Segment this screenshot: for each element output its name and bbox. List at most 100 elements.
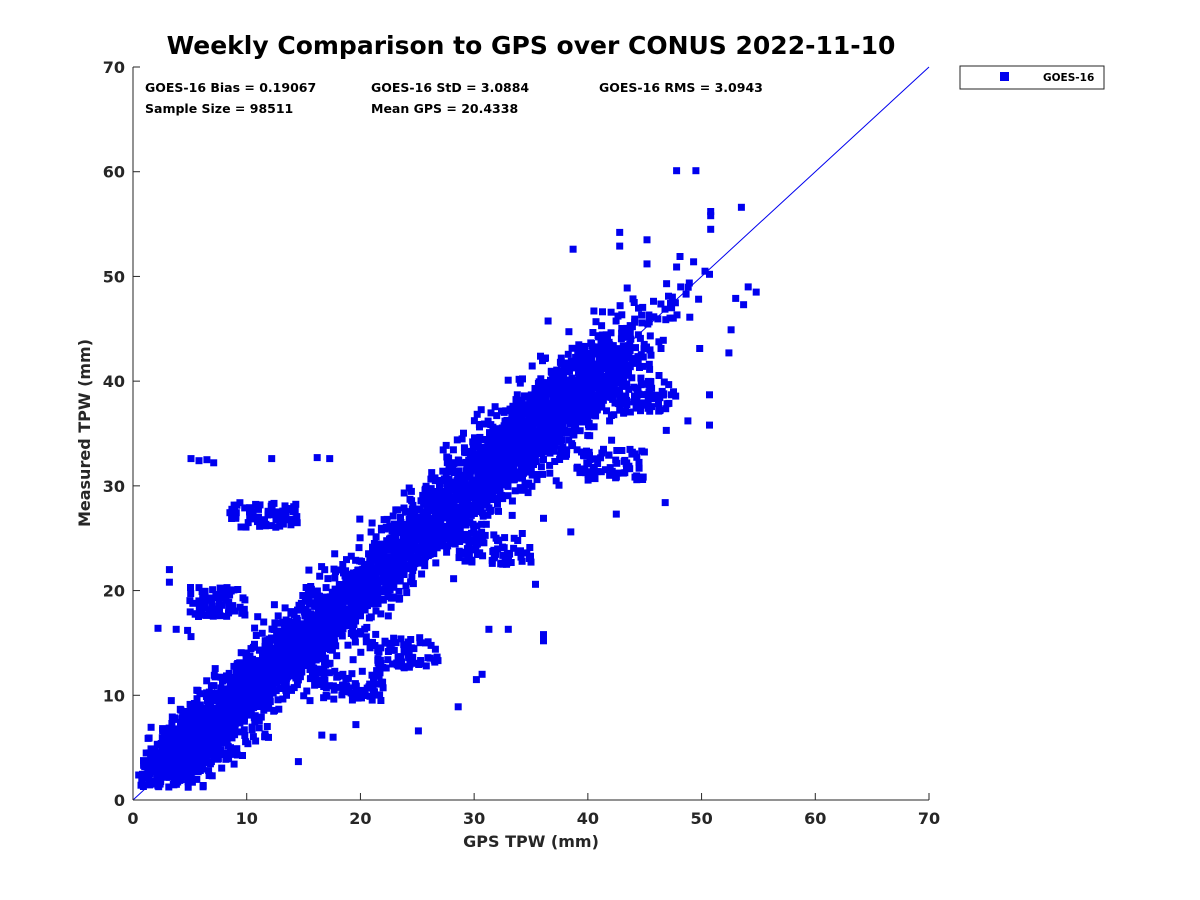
data-point <box>630 299 638 306</box>
data-point <box>480 420 488 428</box>
data-point <box>189 715 197 723</box>
data-point <box>607 308 615 316</box>
data-point <box>565 328 573 336</box>
data-point <box>397 653 405 661</box>
data-point <box>195 603 203 611</box>
data-point <box>458 435 466 443</box>
data-point <box>276 685 284 692</box>
data-point <box>382 582 390 589</box>
data-point <box>326 659 334 667</box>
data-point <box>224 685 232 693</box>
data-point <box>471 537 479 545</box>
data-point <box>536 442 544 450</box>
data-point <box>597 454 605 462</box>
data-point <box>329 682 337 690</box>
data-point <box>167 772 175 780</box>
data-point <box>256 646 264 654</box>
data-point <box>515 443 523 451</box>
data-point <box>568 440 576 448</box>
data-point <box>663 280 671 288</box>
data-point <box>537 406 545 414</box>
data-point <box>475 494 483 501</box>
data-point <box>629 295 637 303</box>
data-point <box>378 526 385 534</box>
data-point <box>204 697 211 705</box>
data-point <box>526 544 534 551</box>
data-point <box>619 400 626 408</box>
data-point <box>186 597 194 605</box>
data-point <box>344 674 352 682</box>
data-point <box>422 496 430 504</box>
data-point <box>696 345 704 352</box>
data-point <box>170 777 178 785</box>
data-point <box>660 378 668 386</box>
data-point <box>242 523 250 531</box>
data-point <box>255 724 263 732</box>
data-point <box>621 469 629 477</box>
data-point <box>141 763 149 771</box>
data-point <box>472 541 480 549</box>
data-point <box>642 399 650 407</box>
data-point <box>518 557 526 565</box>
data-point <box>147 751 155 759</box>
data-point <box>543 379 551 387</box>
data-point <box>599 354 607 361</box>
data-point <box>529 458 537 466</box>
data-point <box>215 690 223 698</box>
data-point <box>237 649 245 657</box>
data-point <box>490 531 498 539</box>
data-point <box>629 359 637 367</box>
data-point <box>695 295 703 303</box>
data-point <box>612 375 620 383</box>
data-point <box>379 684 387 692</box>
data-point <box>256 658 263 666</box>
data-point <box>197 747 205 755</box>
data-point <box>528 362 536 370</box>
data-point <box>493 412 501 420</box>
data-point <box>397 540 405 548</box>
data-point <box>617 396 625 404</box>
data-point <box>516 379 524 387</box>
data-point <box>270 707 278 715</box>
data-point <box>610 411 618 419</box>
data-point <box>406 495 414 503</box>
data-point <box>408 573 416 581</box>
data-point <box>340 586 348 594</box>
data-point <box>624 328 632 336</box>
data-point <box>580 452 588 460</box>
data-point <box>268 506 276 514</box>
data-point <box>339 688 347 695</box>
data-point <box>426 654 434 662</box>
data-point <box>542 402 549 409</box>
data-point <box>205 767 213 775</box>
data-point <box>199 754 207 762</box>
data-point <box>372 533 380 541</box>
data-point <box>635 464 643 472</box>
data-point <box>471 434 478 442</box>
data-point <box>558 381 566 389</box>
data-point <box>530 431 538 439</box>
data-point <box>397 519 405 526</box>
data-point <box>217 748 225 756</box>
data-point <box>279 508 287 516</box>
data-point <box>537 375 545 383</box>
scatter-points <box>135 279 704 791</box>
data-point <box>633 453 641 461</box>
data-point <box>320 593 328 601</box>
data-point <box>469 492 477 500</box>
data-point <box>248 726 256 734</box>
data-point <box>270 499 278 507</box>
data-point <box>470 417 478 425</box>
data-point <box>499 473 507 481</box>
data-point <box>207 682 215 690</box>
data-point <box>276 627 283 635</box>
data-point <box>284 516 291 524</box>
data-point <box>477 406 485 414</box>
data-point <box>415 532 423 540</box>
data-point <box>634 358 642 366</box>
data-point <box>623 401 631 408</box>
data-point <box>539 470 547 478</box>
data-point <box>195 597 203 605</box>
data-point <box>283 691 290 699</box>
data-point <box>355 609 363 617</box>
